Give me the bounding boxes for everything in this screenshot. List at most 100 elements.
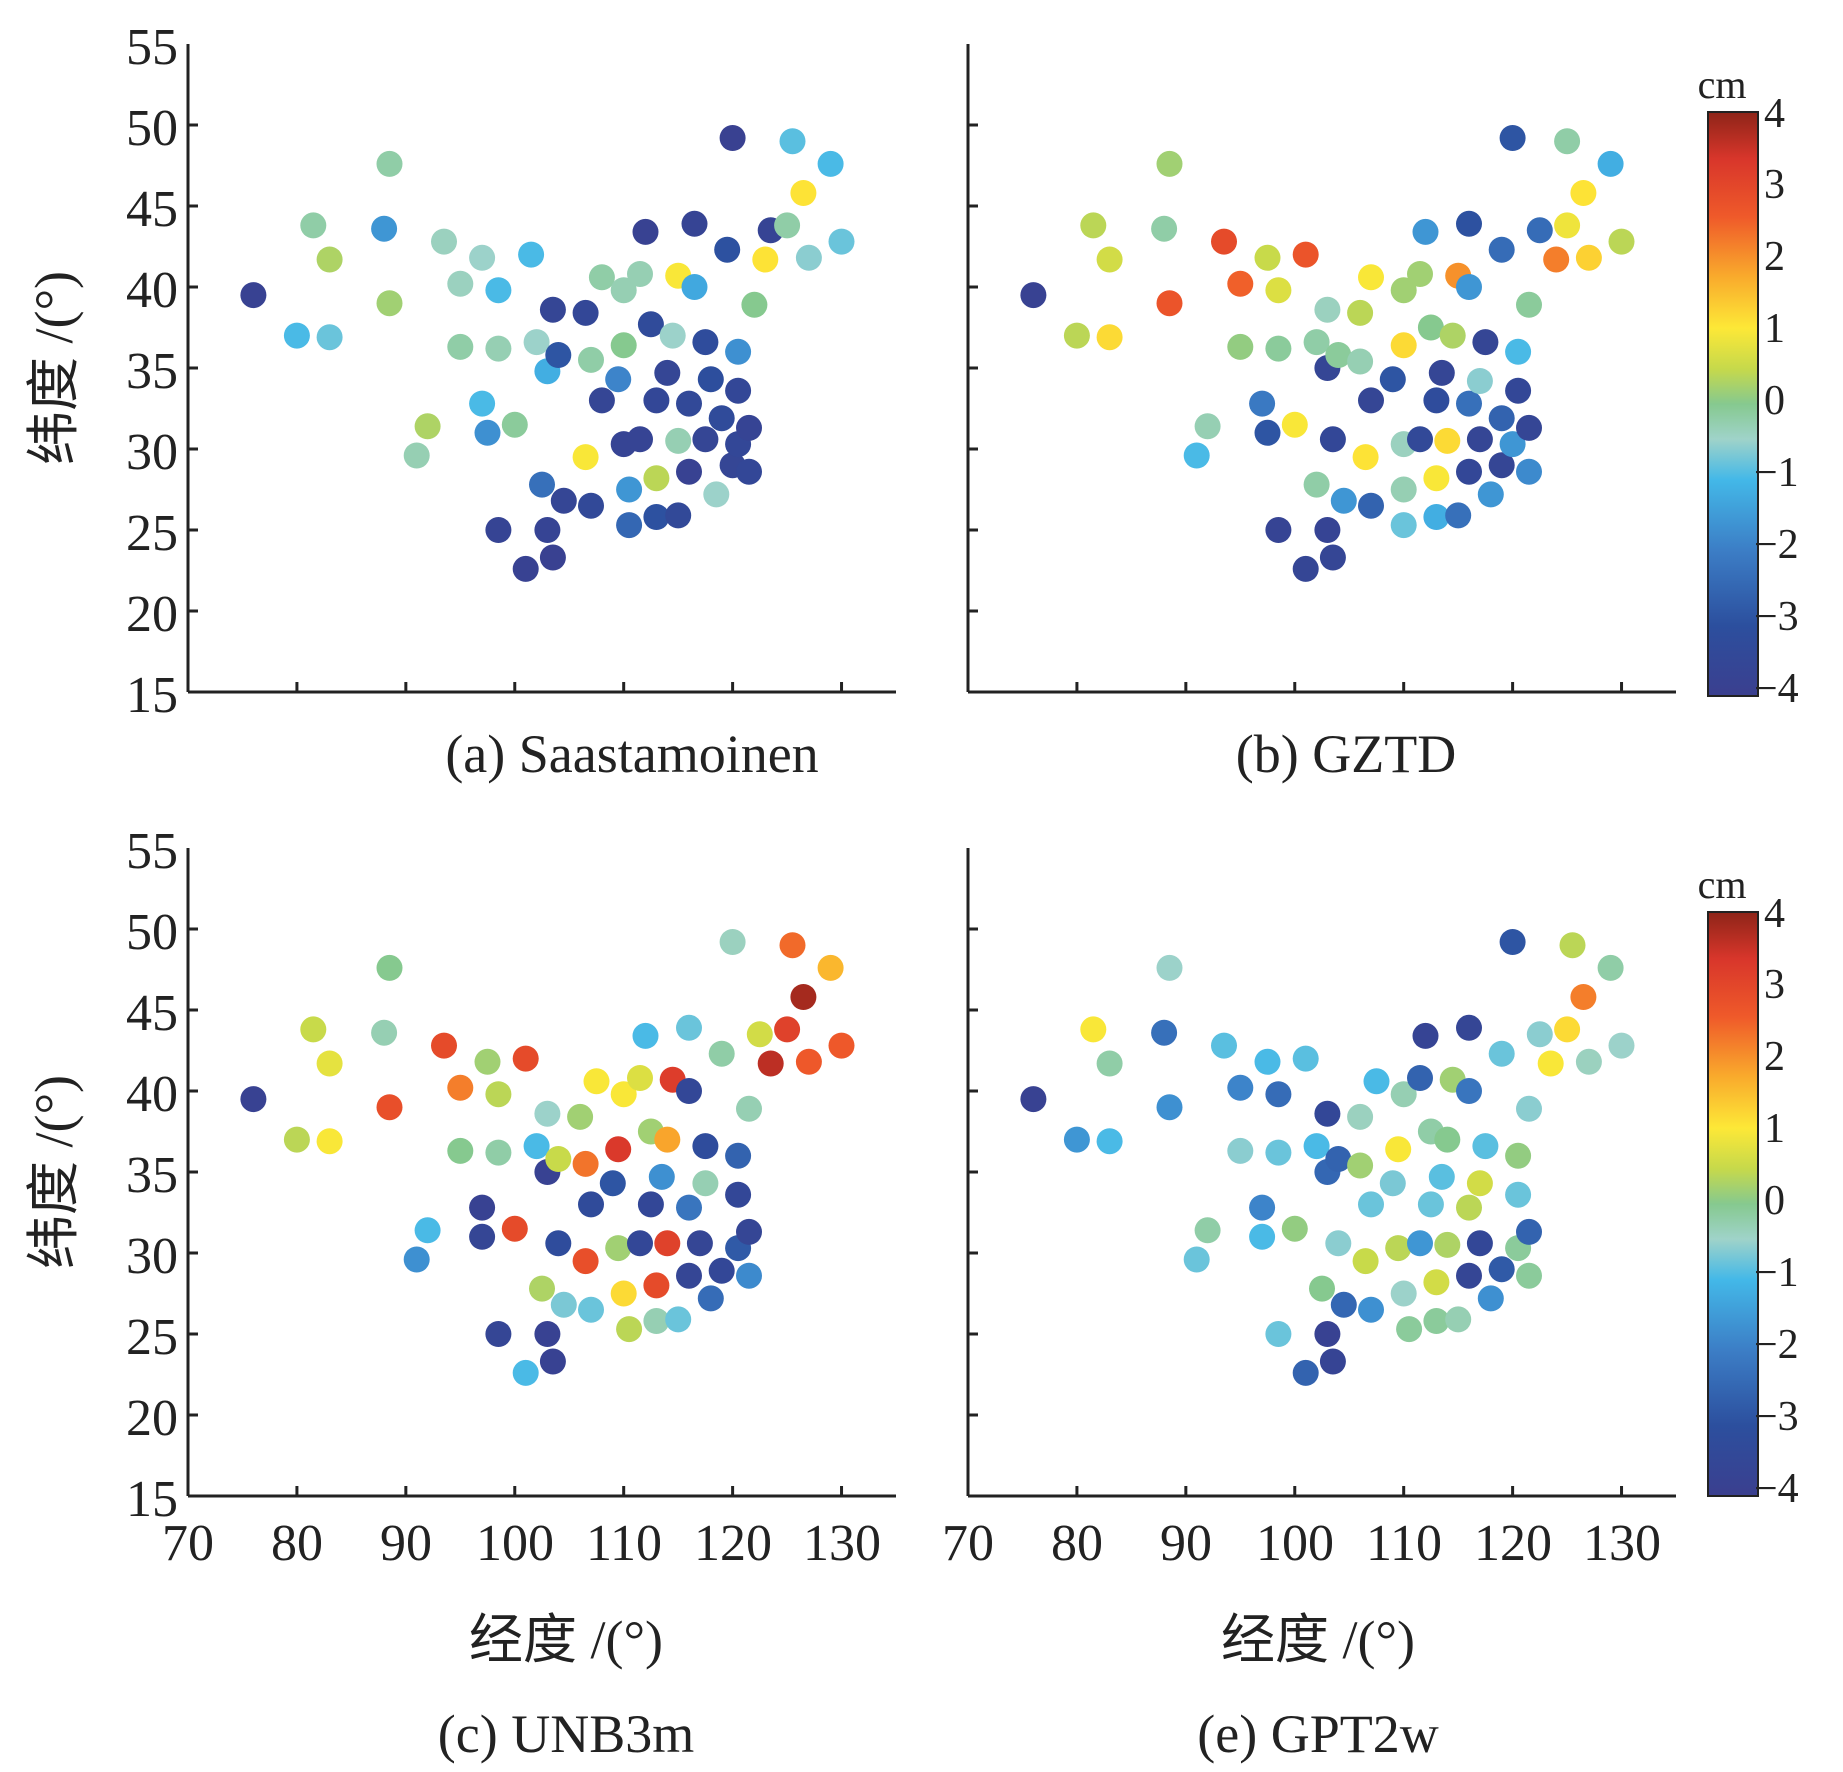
colorbar-tick-label: 3 xyxy=(1764,962,1785,1008)
x-tick-label: 70 xyxy=(942,1515,994,1572)
station-point xyxy=(1254,419,1281,446)
station-point xyxy=(1314,1100,1341,1127)
y-tick-label: 25 xyxy=(126,1309,178,1366)
station-point xyxy=(1575,1048,1602,1075)
station-point xyxy=(1254,1048,1281,1075)
station-point xyxy=(1423,387,1450,414)
station-point xyxy=(1434,1126,1461,1153)
y-tick-label: 50 xyxy=(126,100,178,157)
station-point xyxy=(1466,1170,1493,1197)
station-point xyxy=(1020,1086,1047,1113)
station-point xyxy=(578,346,604,373)
station-point xyxy=(1516,1095,1542,1122)
y-tick-label: 40 xyxy=(126,262,178,319)
station-point xyxy=(469,390,496,417)
station-point xyxy=(539,544,566,571)
y-tick-label: 45 xyxy=(126,985,178,1042)
station-point xyxy=(1347,348,1374,375)
colorbar-tick-label: −2 xyxy=(1754,522,1799,568)
station-point xyxy=(1379,1170,1406,1197)
y-tick-label: 20 xyxy=(126,1390,178,1447)
station-point xyxy=(1390,1081,1417,1108)
station-point xyxy=(1292,555,1319,582)
station-point xyxy=(447,1074,474,1101)
station-point xyxy=(316,1128,343,1155)
station-point xyxy=(795,1048,822,1075)
station-point xyxy=(676,390,702,417)
station-point xyxy=(1456,1078,1482,1104)
station-point xyxy=(1309,1275,1335,1302)
station-point xyxy=(1505,1142,1532,1169)
station-point xyxy=(300,1016,327,1043)
station-point xyxy=(1575,244,1602,271)
station-point xyxy=(529,1275,555,1302)
station-point xyxy=(316,324,343,351)
station-point xyxy=(1407,426,1433,453)
y-tick-label: 15 xyxy=(126,1471,178,1528)
station-point xyxy=(1156,290,1183,317)
station-point xyxy=(550,487,577,514)
station-point xyxy=(1390,332,1417,359)
station-point xyxy=(1516,1262,1542,1289)
station-point xyxy=(725,338,752,365)
station-point xyxy=(1456,1194,1482,1221)
y-tick-label: 55 xyxy=(126,19,178,76)
station-point xyxy=(605,1136,632,1163)
station-point xyxy=(1477,481,1504,508)
station-point xyxy=(1456,1262,1482,1289)
station-point xyxy=(1423,504,1450,530)
station-point xyxy=(1445,1306,1472,1333)
station-point xyxy=(1537,1050,1564,1077)
y-tick-label: 50 xyxy=(126,904,178,961)
station-point xyxy=(578,492,604,519)
station-point xyxy=(686,1230,713,1257)
station-point xyxy=(1488,1040,1515,1067)
station-point xyxy=(539,1348,566,1375)
station-point xyxy=(1472,329,1499,356)
station-point xyxy=(643,1308,670,1334)
station-point xyxy=(708,1040,735,1067)
station-point xyxy=(1434,1231,1461,1258)
station-point xyxy=(1352,1248,1379,1275)
panel-gztd: (b) GZTD xyxy=(966,44,1676,784)
colorbar-gradient xyxy=(1707,911,1759,1497)
station-point xyxy=(1325,342,1352,368)
station-point xyxy=(1526,1021,1553,1048)
station-point xyxy=(1325,1146,1352,1172)
station-point xyxy=(376,954,403,981)
station-point xyxy=(719,125,746,151)
station-point xyxy=(240,282,267,309)
station-point xyxy=(1488,236,1515,263)
station-point xyxy=(578,1191,604,1218)
station-point xyxy=(588,387,615,414)
y-tick-labels: 55 50 45 40 35 30 25 20 15 xyxy=(126,19,178,724)
station-point xyxy=(572,444,599,471)
station-point xyxy=(692,426,719,453)
station-point xyxy=(692,329,719,356)
station-point xyxy=(1477,1285,1504,1312)
colorbar-ticks: 4 3 2 1 0 −1 −2 −3 −4 xyxy=(1754,91,1799,712)
station-point xyxy=(414,1217,441,1244)
station-point xyxy=(1570,180,1597,206)
y-tick-label: 55 xyxy=(126,823,178,880)
colorbar-tick-label: 3 xyxy=(1764,162,1785,208)
station-point xyxy=(654,1126,681,1153)
station-point xyxy=(447,333,474,360)
station-point xyxy=(817,954,844,981)
station-point xyxy=(1499,929,1526,955)
station-point xyxy=(283,1126,310,1153)
station-point xyxy=(316,246,343,273)
station-point xyxy=(616,476,643,503)
station-point xyxy=(1292,241,1319,268)
station-point xyxy=(725,377,752,404)
station-point xyxy=(736,1218,762,1245)
station-point xyxy=(485,277,512,304)
station-point xyxy=(610,277,637,304)
station-point xyxy=(1314,296,1341,323)
x-tick-label: 80 xyxy=(271,1515,323,1572)
colorbar-unit: cm xyxy=(1698,62,1747,107)
panel-gpt2w: 70 80 90 100 110 120 130 经度 /(°) (e) GPT… xyxy=(942,848,1676,1764)
station-point xyxy=(529,471,555,498)
station-point xyxy=(1183,1246,1210,1273)
